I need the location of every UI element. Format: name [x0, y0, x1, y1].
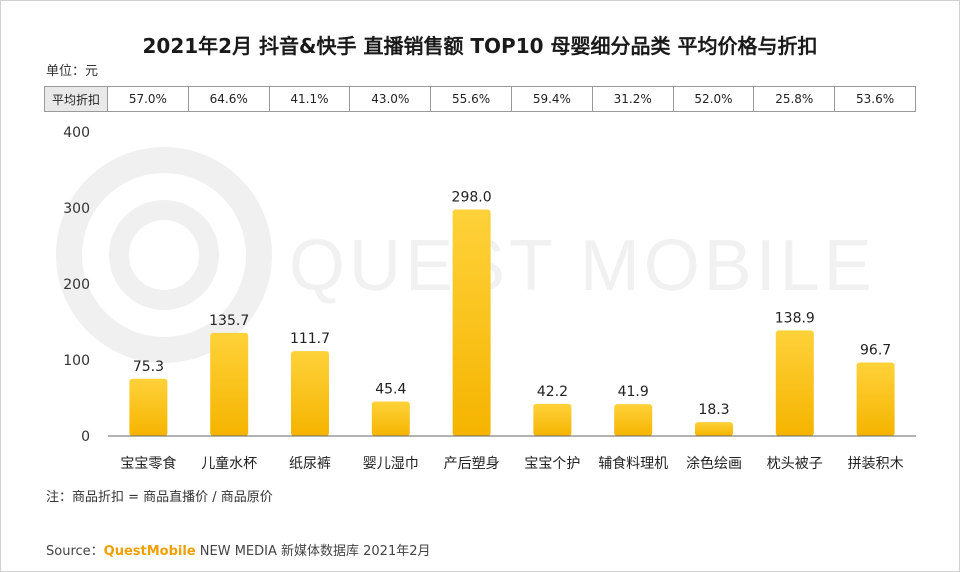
- bar-value-label: 111.7: [290, 331, 330, 347]
- bar: [695, 422, 733, 436]
- source-prefix: Source：: [46, 544, 104, 559]
- bar: [614, 404, 653, 436]
- y-tick-label: 400: [63, 125, 90, 141]
- unit-label: 单位：元: [46, 64, 99, 79]
- x-tick-label: 纸尿裤: [289, 456, 331, 472]
- y-tick-label: 300: [63, 201, 90, 217]
- bar: [533, 403, 572, 436]
- source-brand: QuestMobile: [103, 544, 196, 559]
- discount-cell: 53.6%: [834, 86, 916, 112]
- chart-title: 2021年2月 抖音&快手 直播销售额 TOP10 母婴细分品类 平均价格与折扣: [142, 34, 818, 58]
- bar: [210, 332, 249, 436]
- x-tick-label: 枕头被子: [767, 456, 823, 472]
- bar-value-label: 42.2: [537, 384, 568, 400]
- bar-value-label: 41.9: [618, 384, 649, 400]
- bar: [291, 351, 329, 436]
- bar: [452, 209, 491, 436]
- x-tick-label: 儿童水杯: [201, 455, 257, 472]
- discount-cell: 64.6%: [187, 86, 270, 112]
- bar-value-label: 135.7: [209, 313, 249, 329]
- bar-value-label: 45.4: [375, 381, 406, 397]
- bar-value-label: 75.3: [133, 359, 164, 375]
- bar: [775, 330, 814, 436]
- bar: [856, 362, 895, 436]
- x-tick-label: 宝宝零食: [120, 455, 176, 472]
- discount-cell: 41.1%: [268, 86, 351, 112]
- discount-cell: 55.6%: [430, 86, 512, 112]
- x-tick-label: 拼装积木: [848, 456, 904, 472]
- bar: [129, 378, 168, 436]
- discount-cell: 52.0%: [672, 86, 755, 112]
- x-tick-label: 涂色绘画: [686, 455, 742, 472]
- x-tick-label: 产后塑身: [444, 456, 500, 472]
- discount-cell: 31.2%: [591, 86, 674, 112]
- discount-cell: 43.0%: [349, 86, 432, 112]
- bar-value-label: 298.0: [452, 190, 492, 206]
- source-rest: NEW MEDIA 新媒体数据库 2021年2月: [195, 544, 431, 559]
- y-tick-label: 0: [81, 429, 90, 445]
- bar-chart: 0 100 200 300 400 75.3 135.7 111.7 45.4 298.0 42.…: [63, 125, 916, 472]
- bar: [371, 401, 410, 436]
- bar-value-label: 18.3: [698, 402, 729, 418]
- discount-cell: 59.4%: [510, 86, 593, 112]
- bar-value-label: 96.7: [860, 343, 891, 359]
- bar-value-label: 138.9: [775, 310, 815, 326]
- discount-row-label: 平均折扣: [44, 86, 108, 112]
- y-tick-label: 200: [63, 277, 90, 293]
- source-line: Source：QuestMobile NEW MEDIA 新媒体数据库 2021…: [46, 540, 431, 559]
- y-tick-label: 100: [63, 353, 90, 369]
- x-tick-label: 辅食料理机: [598, 455, 668, 472]
- x-tick-label: 婴儿湿巾: [363, 456, 419, 472]
- discount-cell: 57.0%: [107, 86, 189, 112]
- x-tick-label: 宝宝个护: [524, 456, 580, 472]
- discount-table: 平均折扣 57.0% 64.6% 41.1% 43.0% 55.6% 59.4%…: [44, 86, 916, 112]
- discount-cell: 25.8%: [753, 86, 836, 112]
- footnote: 注：商品折扣 = 商品直播价 / 商品原价: [46, 490, 273, 505]
